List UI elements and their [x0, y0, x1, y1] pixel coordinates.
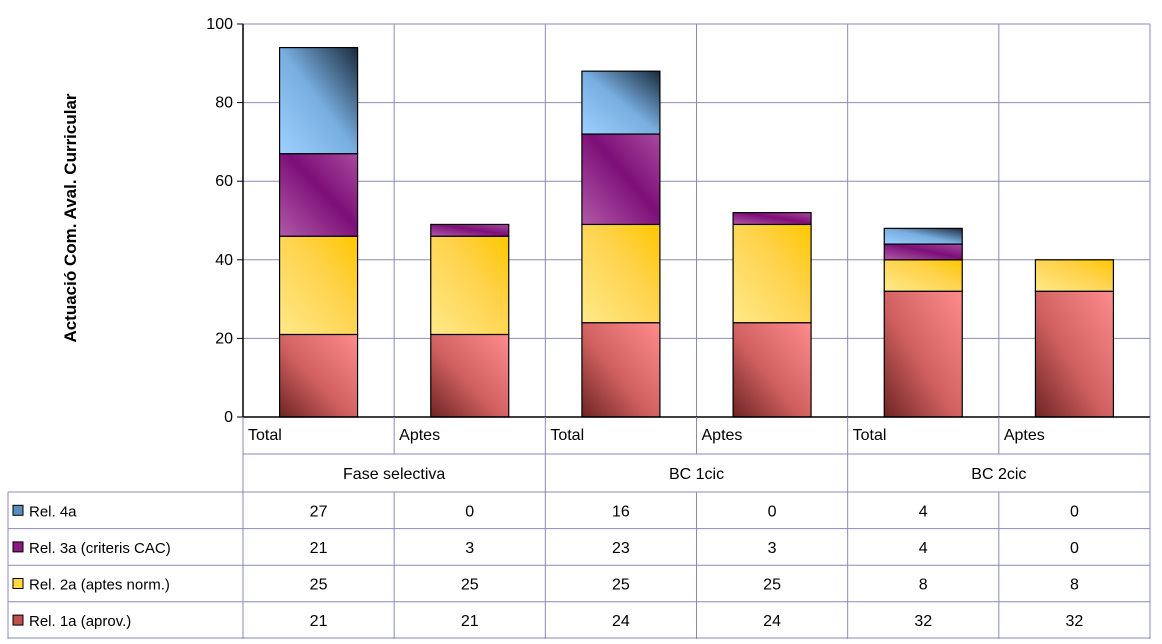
y-tick-label: 60 — [215, 173, 233, 190]
gridlines — [242, 23, 1151, 418]
series-label: Rel. 2a (aptes norm.) — [29, 577, 170, 594]
table-cell-value: 25 — [612, 577, 630, 594]
bar-segment — [430, 223, 510, 237]
bar-segment — [430, 235, 510, 336]
group-label: BC 2cic — [971, 466, 1026, 483]
legend-swatch — [12, 614, 24, 626]
bar-segment — [278, 235, 359, 336]
bar-segment — [1034, 259, 1115, 292]
bar-segment — [581, 223, 661, 324]
table-cell-value: 23 — [612, 540, 630, 557]
category-label: Total — [550, 427, 584, 444]
table-cell-value: 0 — [768, 503, 777, 520]
table-cell-value: 32 — [1066, 613, 1084, 630]
bar-segment — [581, 322, 661, 418]
y-tick-label: 80 — [215, 95, 233, 112]
y-tick-label: 0 — [224, 409, 233, 426]
table-cell-value: 21 — [310, 540, 328, 557]
legend-swatch — [12, 504, 24, 516]
y-tick-label: 20 — [215, 330, 233, 347]
category-label: Aptes — [399, 427, 440, 444]
table-cell-value: 8 — [919, 577, 928, 594]
bar-segment — [883, 259, 963, 292]
series-label: Rel. 3a (criteris CAC) — [29, 540, 171, 557]
category-label: Total — [853, 427, 887, 444]
bar-segment — [883, 243, 963, 261]
group-label: Fase selectiva — [343, 466, 445, 483]
table-cell-value: 16 — [612, 503, 630, 520]
category-label: Total — [248, 427, 282, 444]
table-cell-value: 27 — [310, 503, 328, 520]
bar-segment — [732, 223, 812, 324]
bar-segment — [278, 46, 359, 155]
bar-segment — [581, 133, 661, 226]
series-label: Rel. 4a — [29, 503, 77, 520]
series-label: Rel. 1a (aprov.) — [29, 613, 131, 630]
table-cell-value: 24 — [763, 613, 781, 630]
bar-stacks — [278, 46, 1115, 418]
table-cell-value: 4 — [919, 540, 928, 557]
bar-segment — [430, 333, 510, 418]
bar-segment — [581, 70, 661, 135]
table-cell-value: 32 — [914, 613, 932, 630]
category-label: Aptes — [1004, 427, 1045, 444]
data-table: Total Aptes Total Aptes Total Aptes Fase selec… — [7, 417, 1151, 639]
table-cell-value: 8 — [1070, 577, 1079, 594]
bar-segment — [278, 153, 359, 237]
table-cell-value: 25 — [763, 577, 781, 594]
bar-segment — [732, 212, 812, 226]
legend-swatch — [12, 541, 24, 553]
table-cell-value: 25 — [310, 577, 328, 594]
bar-segment — [1034, 290, 1115, 418]
table-cell-value: 3 — [768, 540, 777, 557]
bar-segment — [883, 227, 963, 245]
bar-segment — [732, 322, 812, 418]
table-cell-value: 0 — [1070, 540, 1079, 557]
table-cell-value: 0 — [465, 503, 474, 520]
y-tick-label: 100 — [206, 16, 233, 33]
table-cell-value: 24 — [612, 613, 630, 630]
bar-segment — [883, 290, 963, 418]
category-label: Aptes — [702, 427, 743, 444]
legend-swatch — [12, 578, 24, 589]
table-cell-value: 25 — [461, 577, 479, 594]
table-cell-value: 4 — [919, 503, 928, 520]
y-axis-label: Actuació Com. Aval. Curricular — [61, 93, 80, 342]
group-label: BC 1cic — [669, 466, 724, 483]
bar-segment — [278, 333, 359, 418]
table-cell-value: 21 — [310, 613, 328, 630]
table-cell-value: 0 — [1070, 503, 1079, 520]
table-cell-value: 21 — [461, 613, 479, 630]
y-tick-label: 40 — [215, 252, 233, 269]
table-cell-value: 3 — [465, 540, 474, 557]
